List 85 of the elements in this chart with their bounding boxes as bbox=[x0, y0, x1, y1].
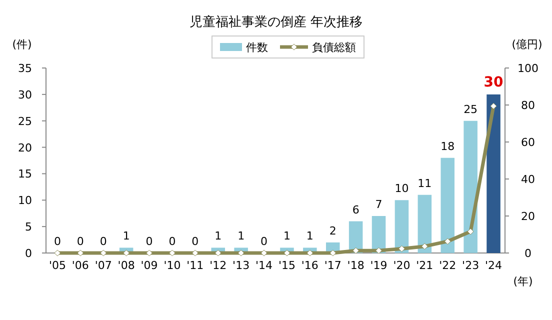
data-label: 18 bbox=[440, 140, 455, 153]
data-label: 10 bbox=[394, 182, 409, 196]
x-tick-label: '22 bbox=[439, 259, 456, 272]
x-tick-label: '24 bbox=[485, 259, 502, 272]
x-tick-label: '15 bbox=[278, 259, 296, 272]
y-tick-label: 10 bbox=[18, 194, 32, 208]
bar bbox=[486, 94, 500, 253]
x-tick-label: '06 bbox=[72, 259, 89, 272]
point bbox=[376, 247, 382, 254]
y-tick-label: 15 bbox=[18, 168, 32, 181]
data-label: 1 bbox=[238, 230, 245, 243]
data-label: 11 bbox=[418, 176, 432, 190]
data-label: 0 bbox=[192, 235, 199, 248]
y-tick-label: 25 bbox=[18, 114, 32, 128]
y-tick-label: 30 bbox=[18, 88, 32, 102]
bar bbox=[464, 120, 478, 253]
data-label: 1 bbox=[283, 230, 290, 243]
bar bbox=[394, 200, 409, 253]
legend-label: 件数 bbox=[246, 41, 268, 54]
point bbox=[306, 250, 314, 256]
x-tick-label: '20 bbox=[393, 259, 410, 272]
data-label: 1 bbox=[214, 230, 222, 243]
y2-tick-label: 100 bbox=[518, 62, 538, 75]
point bbox=[146, 250, 153, 256]
point bbox=[330, 250, 336, 256]
x-tick-label: '11 bbox=[186, 259, 204, 272]
data-label: 0 bbox=[146, 235, 153, 248]
point bbox=[54, 250, 61, 256]
x-tick-label: '18 bbox=[347, 259, 364, 272]
data-label: 2 bbox=[329, 224, 336, 238]
point bbox=[284, 250, 290, 256]
data-label: 0 bbox=[76, 235, 84, 248]
y-tick-label: 0 bbox=[25, 247, 32, 260]
data-label: 1 bbox=[122, 230, 130, 243]
x-tick-label: '08 bbox=[118, 259, 135, 272]
point bbox=[421, 243, 428, 250]
y-tick-label: 20 bbox=[18, 141, 32, 154]
data-label: 0 bbox=[54, 235, 61, 248]
x-tick-label: '17 bbox=[324, 259, 342, 272]
y2-tick-label: 40 bbox=[521, 173, 535, 186]
data-label: 0 bbox=[168, 235, 176, 248]
data-label: 0 bbox=[260, 235, 268, 248]
y-axis-title: (件) bbox=[12, 38, 32, 51]
point bbox=[100, 250, 107, 256]
legend-label: 負債総額 bbox=[312, 41, 356, 54]
point bbox=[77, 250, 84, 256]
data-label: 1 bbox=[306, 230, 314, 243]
data-label: 6 bbox=[352, 203, 360, 216]
x-tick-label: '14 bbox=[256, 259, 273, 272]
point bbox=[238, 250, 244, 256]
data-label: 7 bbox=[375, 198, 382, 211]
x-tick-label: '16 bbox=[301, 259, 318, 272]
data-label: 0 bbox=[100, 235, 107, 248]
x-tick-label: '12 bbox=[210, 259, 227, 272]
x-tick-label: '07 bbox=[94, 259, 112, 272]
x-tick-label: '23 bbox=[462, 259, 480, 272]
point bbox=[168, 250, 176, 256]
x-tick-label: '13 bbox=[232, 259, 250, 272]
x-tick-label: '21 bbox=[416, 259, 434, 272]
point bbox=[398, 245, 405, 252]
x-tick-label: '09 bbox=[140, 259, 158, 272]
point bbox=[260, 250, 268, 256]
point bbox=[490, 102, 497, 110]
y2-tick-label: 60 bbox=[521, 136, 535, 149]
point bbox=[214, 250, 222, 256]
x-tick-label: '05 bbox=[48, 259, 66, 272]
point bbox=[444, 238, 451, 245]
chart-title: 児童福祉事業の倒産 年次推移 bbox=[189, 14, 363, 30]
x-axis-title: (年) bbox=[513, 275, 533, 288]
y2-tick-label: 80 bbox=[521, 99, 535, 112]
point bbox=[467, 228, 474, 235]
point bbox=[192, 250, 198, 256]
data-label: 30 bbox=[484, 74, 504, 90]
data-label: 25 bbox=[464, 102, 478, 116]
y-tick-label: 35 bbox=[18, 62, 32, 75]
y2-tick-label: 20 bbox=[521, 210, 535, 223]
bar bbox=[418, 194, 432, 253]
x-tick-label: '10 bbox=[164, 259, 181, 272]
point bbox=[352, 247, 360, 254]
y2-tick-label: 0 bbox=[524, 247, 532, 260]
x-tick-label: '19 bbox=[370, 259, 388, 272]
point bbox=[123, 250, 130, 256]
y-tick-label: 5 bbox=[25, 220, 32, 234]
y2-axis-title: (億円) bbox=[512, 38, 542, 51]
bar bbox=[440, 158, 455, 253]
